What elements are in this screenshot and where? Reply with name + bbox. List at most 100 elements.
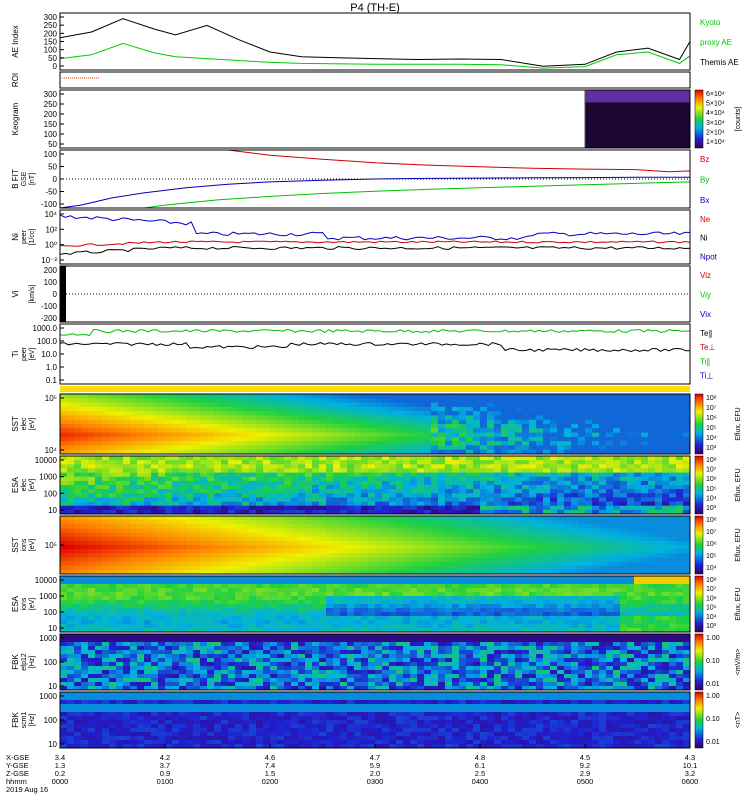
heatmap-cell: [326, 445, 334, 451]
heatmap-cell: [207, 509, 215, 515]
heatmap-cell: [515, 505, 523, 511]
heatmap-cell: [312, 509, 320, 515]
heatmap-cell: [165, 545, 173, 550]
heatmap-cell: [515, 398, 523, 403]
heatmap-cell: [270, 592, 278, 597]
heatmap-cell: [445, 588, 453, 593]
heatmap-cell: [81, 445, 89, 451]
heatmap-cell: [347, 576, 355, 581]
heatmap-cell: [557, 432, 565, 438]
heatmap-cell: [620, 424, 628, 429]
heatmap-cell: [60, 528, 68, 533]
heatmap-cell: [543, 468, 551, 473]
heatmap-cell: [655, 135, 663, 141]
heatmap-cell: [368, 501, 376, 507]
heatmap-cell: [403, 480, 411, 486]
heatmap-cell: [529, 569, 537, 575]
heatmap-cell: [354, 588, 362, 593]
heatmap-cell: [431, 524, 439, 529]
heatmap-cell: [480, 411, 488, 416]
heatmap-cell: [165, 516, 173, 521]
heatmap-cell: [536, 476, 544, 482]
heatmap-cell: [613, 516, 621, 521]
heatmap-cell: [130, 612, 138, 617]
heatmap-cell: [340, 553, 348, 558]
heatmap-cell: [256, 441, 264, 446]
heatmap-cell: [375, 624, 383, 629]
heatmap-cell: [144, 501, 152, 507]
heatmap-cell: [536, 565, 544, 571]
heatmap-cell: [466, 406, 474, 412]
heatmap-cell: [417, 516, 425, 521]
heatmap-cell: [550, 419, 558, 425]
heatmap-cell: [130, 588, 138, 593]
heatmap-cell: [557, 480, 565, 486]
heatmap-cell: [564, 565, 572, 571]
heatmap-cell: [578, 565, 586, 571]
heatmap-cell: [361, 472, 369, 478]
heatmap-cell: [298, 456, 306, 461]
heatmap-cell: [571, 411, 579, 416]
heatmap-cell: [655, 460, 663, 465]
heatmap-cell: [550, 532, 558, 538]
heatmap-cell: [151, 545, 159, 550]
heatmap-cell: [508, 505, 516, 511]
heatmap-cell: [319, 545, 327, 550]
heatmap-cell: [627, 460, 635, 465]
heatmap-cell: [613, 424, 621, 429]
heatmap-cell: [305, 456, 313, 461]
heatmap-cell: [683, 394, 691, 399]
heatmap-cell: [431, 532, 439, 538]
heatmap-cell: [60, 485, 68, 490]
heatmap-cell: [361, 516, 369, 521]
heatmap-cell: [158, 505, 166, 511]
heatmap-cell: [634, 98, 642, 103]
heatmap-cell: [347, 561, 355, 567]
heatmap-cell: [382, 485, 390, 490]
heatmap-cell: [417, 419, 425, 425]
heatmap-cell: [627, 569, 635, 575]
heatmap-cell: [130, 592, 138, 597]
heatmap-cell: [298, 402, 306, 408]
heatmap-cell: [312, 620, 320, 625]
heatmap-cell: [571, 524, 579, 529]
heatmap-cell: [95, 449, 103, 455]
heatmap-cell: [137, 624, 145, 629]
heatmap-cell: [235, 411, 243, 416]
heatmap-cell: [319, 553, 327, 558]
heatmap-cell: [102, 536, 110, 542]
heatmap-cell: [662, 98, 670, 103]
heatmap-cell: [347, 509, 355, 515]
heatmap-cell: [354, 520, 362, 525]
heatmap-cell: [354, 476, 362, 482]
heatmap-cell: [144, 432, 152, 438]
heatmap-cell: [179, 600, 187, 605]
heatmap-cell: [67, 505, 75, 511]
heatmap-cell: [417, 406, 425, 412]
heatmap-cell: [676, 98, 684, 103]
heatmap-cell: [431, 501, 439, 507]
heatmap-cell: [515, 402, 523, 408]
heatmap-cell: [410, 628, 418, 633]
heatmap-cell: [494, 557, 502, 562]
heatmap-cell: [676, 536, 684, 542]
heatmap-cell: [662, 415, 670, 421]
heatmap-cell: [648, 536, 656, 542]
heatmap-cell: [676, 561, 684, 567]
heatmap-cell: [116, 561, 124, 567]
heatmap-cell: [529, 528, 537, 533]
heatmap-cell: [487, 545, 495, 550]
heatmap-cell: [235, 569, 243, 575]
heatmap-cell: [284, 588, 292, 593]
heatmap-cell: [410, 600, 418, 605]
heatmap-cell: [592, 565, 600, 571]
heatmap-cell: [340, 557, 348, 562]
heatmap-cell: [382, 596, 390, 601]
heatmap-cell: [494, 449, 502, 455]
heatmap-cell: [606, 476, 614, 482]
heatmap-cell: [347, 516, 355, 521]
heatmap-cell: [410, 441, 418, 446]
heatmap-cell: [60, 501, 68, 507]
heatmap-cell: [270, 441, 278, 446]
heatmap-cell: [144, 596, 152, 601]
